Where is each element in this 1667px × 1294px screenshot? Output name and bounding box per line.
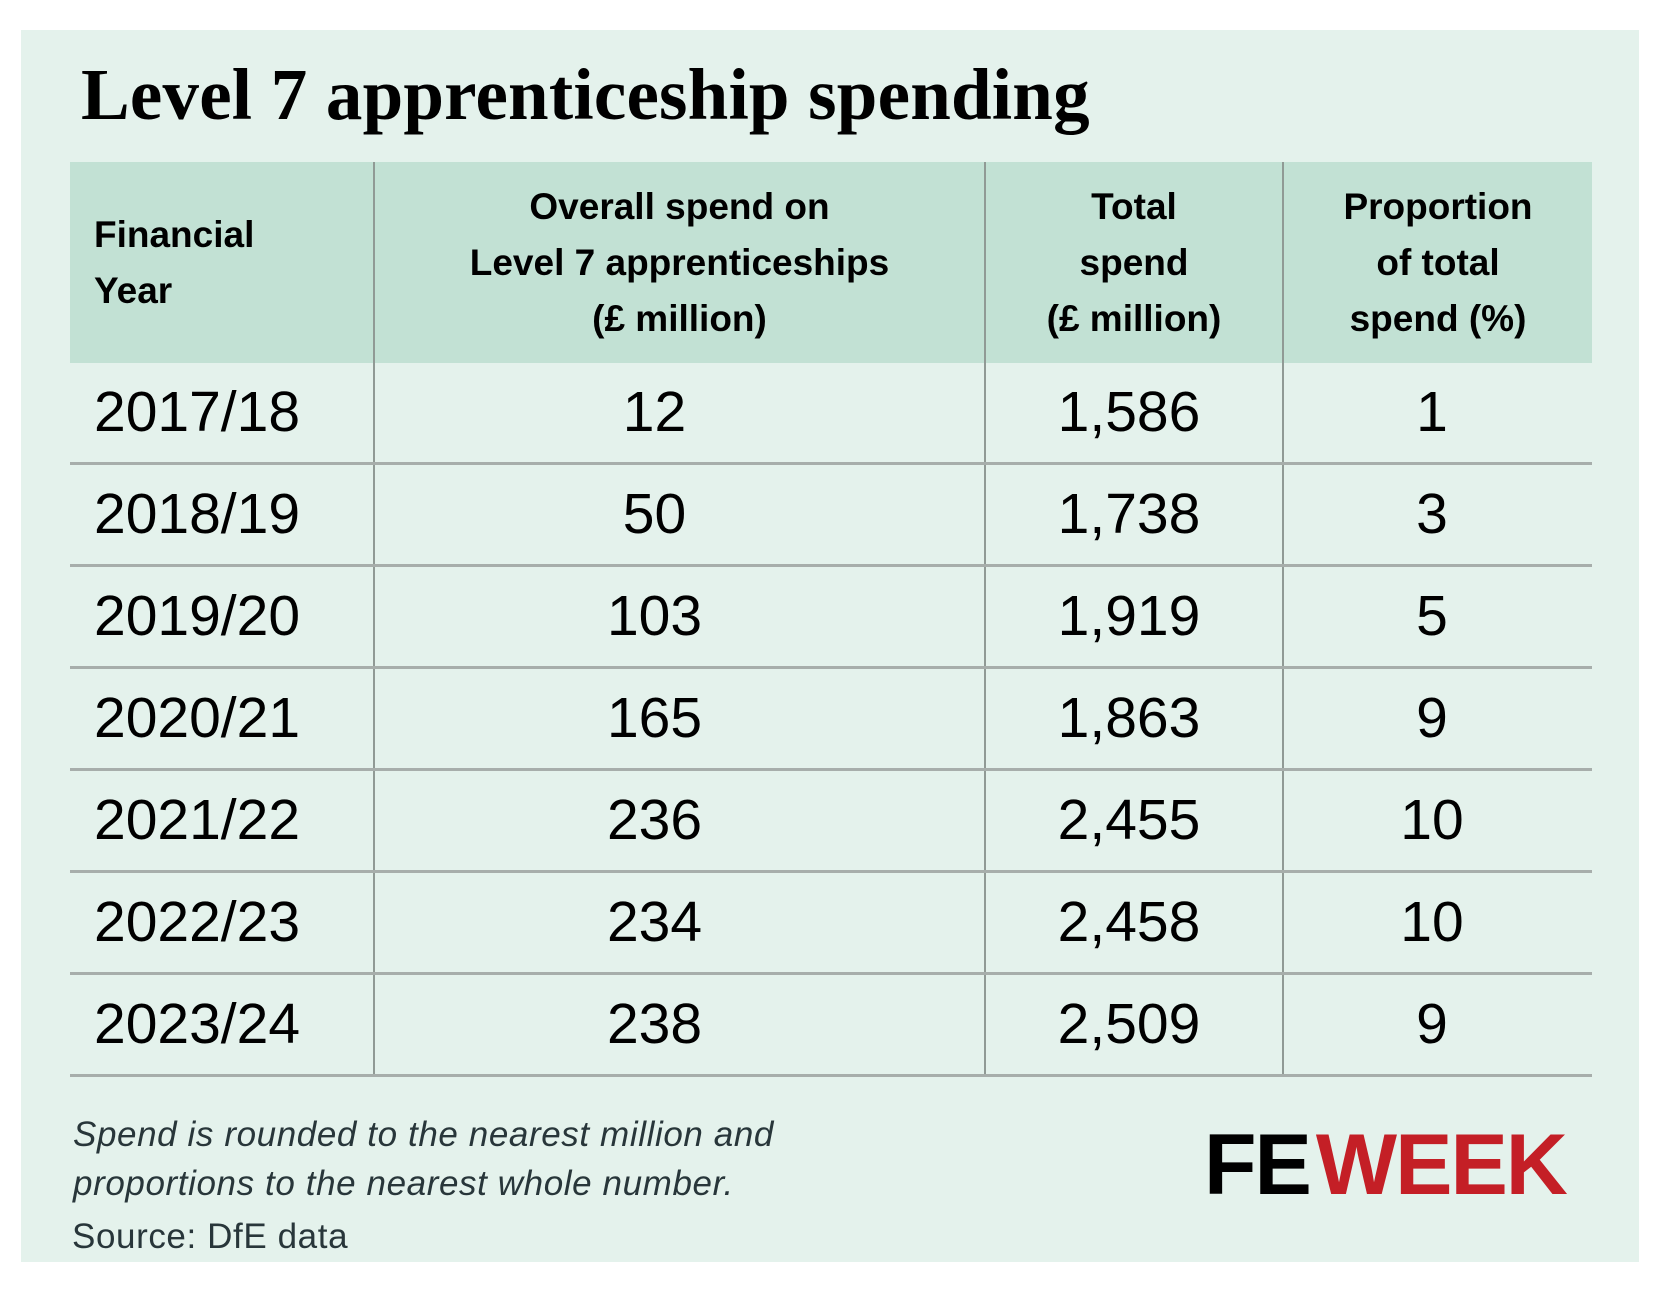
cell-total-spend: 2,509 (984, 973, 1283, 1077)
cell-financial-year: 2017/18 (70, 363, 374, 465)
cell-total-spend: 2,455 (984, 769, 1283, 873)
chart-title: Level 7 apprenticeship spending (81, 54, 1090, 135)
header-proportion: Proportion of total spend (%) (1282, 162, 1592, 363)
cell-level7-spend: 165 (373, 667, 985, 771)
table-row: 2020/21 165 1,863 9 (70, 667, 1592, 771)
cell-total-spend: 1,863 (984, 667, 1283, 771)
cell-proportion: 10 (1282, 871, 1592, 975)
cell-total-spend: 2,458 (984, 871, 1283, 975)
cell-total-spend: 1,738 (984, 463, 1283, 567)
logo-week-text: WEEK (1315, 1117, 1568, 1213)
cell-level7-spend: 234 (373, 871, 985, 975)
cell-financial-year: 2020/21 (70, 667, 374, 771)
cell-financial-year: 2023/24 (70, 973, 374, 1077)
table-row: 2022/23 234 2,458 10 (70, 871, 1592, 975)
cell-total-spend: 1,919 (984, 565, 1283, 669)
header-row: Financial Year Overall spend on Level 7 … (70, 162, 1592, 363)
cell-level7-spend: 238 (373, 973, 985, 1077)
cell-proportion: 3 (1282, 463, 1592, 567)
cell-financial-year: 2022/23 (70, 871, 374, 975)
cell-level7-spend: 50 (373, 463, 985, 567)
cell-financial-year: 2018/19 (70, 463, 374, 567)
header-financial-year: Financial Year (70, 162, 374, 363)
cell-proportion: 1 (1282, 363, 1592, 465)
fe-week-logo: FEWEEK (1204, 1117, 1568, 1213)
cell-total-spend: 1,586 (984, 363, 1283, 465)
cell-level7-spend: 12 (373, 363, 985, 465)
cell-financial-year: 2019/20 (70, 565, 374, 669)
spending-table: Financial Year Overall spend on Level 7 … (70, 162, 1592, 1077)
source-note: Source: DfE data (72, 1217, 349, 1256)
header-level7-spend: Overall spend on Level 7 apprenticeships… (373, 162, 985, 363)
cell-level7-spend: 236 (373, 769, 985, 873)
table-row: 2019/20 103 1,919 5 (70, 565, 1592, 669)
header-total-spend: Total spend (£ million) (984, 162, 1283, 363)
cell-proportion: 10 (1282, 769, 1592, 873)
table-row: 2023/24 238 2,509 9 (70, 973, 1592, 1077)
footnote: Spend is rounded to the nearest million … (73, 1115, 774, 1203)
cell-financial-year: 2021/22 (70, 769, 374, 873)
table-row: 2021/22 236 2,455 10 (70, 769, 1592, 873)
cell-proportion: 5 (1282, 565, 1592, 669)
cell-proportion: 9 (1282, 973, 1592, 1077)
infographic-panel: Level 7 apprenticeship spending Financia… (21, 30, 1639, 1262)
table-row: 2017/18 12 1,586 1 (70, 363, 1592, 465)
logo-fe-text: FE (1204, 1117, 1312, 1213)
cell-level7-spend: 103 (373, 565, 985, 669)
table-row: 2018/19 50 1,738 3 (70, 463, 1592, 567)
cell-proportion: 9 (1282, 667, 1592, 771)
